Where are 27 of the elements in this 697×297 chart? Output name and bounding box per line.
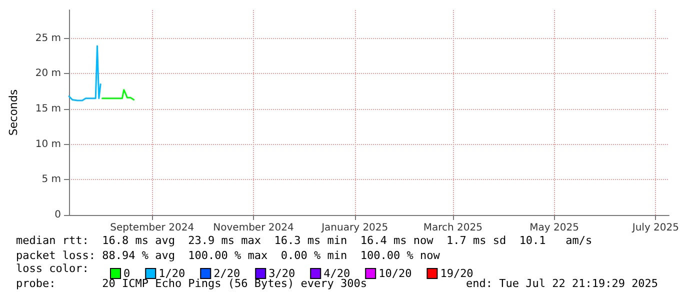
y-tick-label: 5 m (42, 174, 61, 186)
text: median rtt: 16.8 ms avg 23.9 ms max 16.3 ms min 16.4 ms now 1.7 ms sd 10.1 am/s (16, 234, 592, 247)
legend-label: 4/20 (324, 267, 350, 280)
legend-label: 2/20 (214, 267, 240, 280)
y-tick-label: 15 m (35, 103, 61, 114)
y-tick-label: 20 m (35, 68, 61, 80)
text: packet loss: 88.94 % avg 100.00 % max 0.00 % min 100.00 % now (16, 249, 440, 262)
legend-title: loss color: (16, 262, 89, 275)
legend-label: 3/20 (268, 267, 296, 280)
x-tick-label: January 2025 (320, 222, 388, 234)
y-tick-label: 10 m (35, 138, 61, 150)
y-tick-label: 25 m (35, 32, 61, 44)
x-tick-label: May 2025 (530, 222, 579, 234)
legend-label: 19/20 (440, 267, 474, 280)
text: probe: 20 ICMP Echo Pings (56 Bytes) every 300s (16, 277, 367, 290)
x-tick-label: July 2025 (631, 222, 680, 234)
line-series (101, 89, 135, 101)
legend-label: 0 (124, 267, 130, 280)
legend-label: 1/20 (158, 267, 186, 280)
y-tick-label: 0 (54, 210, 61, 220)
legend-label: 10/20 (378, 267, 412, 280)
x-tick-label: March 2025 (423, 222, 482, 234)
x-tick-label: September 2024 (110, 222, 194, 234)
text: end: Tue Jul 22 21:19:29 2025 (466, 277, 658, 290)
x-tick-label: November 2024 (213, 222, 294, 234)
y-axis-title: Seconds (7, 89, 20, 136)
line-series (68, 45, 102, 102)
